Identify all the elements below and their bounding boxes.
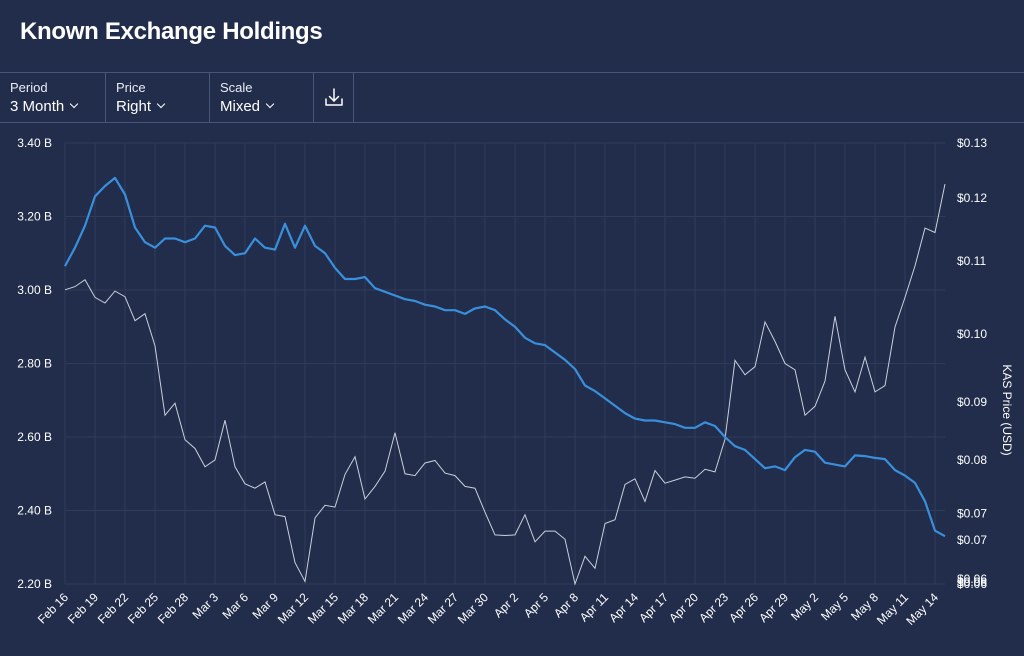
y-right-tick-label: $0.06 — [957, 577, 987, 591]
y-right-tick-label: $0.11 — [957, 254, 986, 268]
x-tick-label: Feb 25 — [125, 590, 162, 627]
y-left-tick-label: 3.00 B — [17, 283, 52, 297]
chevron-down-icon — [156, 99, 166, 109]
x-tick-label: Mar 6 — [220, 590, 252, 622]
x-tick-label: May 14 — [903, 590, 941, 628]
x-tick-label: Apr 23 — [696, 590, 731, 625]
x-tick-label: Apr 26 — [726, 590, 761, 625]
y-axis-left-labels: 2.20 B 2.40 B 2.60 B 2.80 B 3.00 B 3.20 B 3.40… — [17, 136, 52, 591]
period-value: 3 Month — [10, 98, 79, 115]
price-label: Price — [116, 80, 146, 95]
y-axis-right-title: KAS Price (USD) — [1000, 364, 1014, 455]
y-left-tick-label: 2.40 B — [17, 504, 52, 518]
y-left-tick-label: 2.20 B — [17, 577, 52, 591]
header: Known Exchange Holdings — [0, 0, 1024, 73]
y-right-tick-label: $0.08 — [957, 453, 987, 467]
x-tick-label: Mar 30 — [455, 590, 492, 627]
chevron-down-icon — [265, 99, 275, 109]
y-right-tick-label: $0.10 — [957, 327, 987, 341]
scale-value: Mixed — [220, 98, 275, 115]
scale-label: Scale — [220, 80, 253, 95]
y-right-tick-label: $0.07 — [957, 533, 987, 547]
toolbar: Period 3 Month Price Right Scale Mixed — [0, 72, 1024, 123]
holdings-series-line — [64, 176, 946, 538]
price-value: Right — [116, 98, 166, 115]
x-tick-label: Apr 17 — [636, 590, 671, 625]
x-tick-label: Feb 22 — [95, 590, 132, 627]
price-dropdown[interactable]: Price Right — [106, 72, 210, 122]
x-tick-label: Feb 19 — [65, 590, 102, 627]
y-right-tick-label: $0.12 — [957, 191, 987, 205]
period-label: Period — [10, 80, 48, 95]
x-tick-label: Mar 12 — [275, 590, 312, 627]
x-tick-label: Feb 28 — [155, 590, 192, 627]
chevron-down-icon — [69, 99, 79, 109]
y-left-tick-label: 3.40 B — [17, 136, 52, 150]
x-tick-label: Apr 5 — [521, 590, 551, 620]
y-right-tick-label: $0.07 — [957, 506, 987, 520]
x-tick-label: Apr 2 — [491, 590, 521, 620]
price-series-line — [64, 183, 946, 586]
x-tick-label: Feb 16 — [35, 590, 72, 627]
y-left-tick-label: 2.60 B — [17, 430, 52, 444]
x-tick-label: Mar 3 — [190, 590, 222, 622]
x-tick-label: Apr 11 — [577, 590, 612, 625]
period-value-text: 3 Month — [10, 98, 65, 115]
x-tick-label: May 2 — [788, 590, 821, 623]
y-left-tick-label: 3.20 B — [17, 210, 52, 224]
x-tick-label: Mar 15 — [305, 590, 342, 627]
x-tick-label: Mar 24 — [395, 590, 432, 627]
y-axis-right-labels: $0.06$0.06$0.06$0.07$0.07$0.08$0.09$0.10… — [957, 136, 987, 591]
download-button[interactable] — [314, 72, 354, 122]
x-tick-label: Apr 20 — [666, 590, 701, 625]
y-right-tick-label: $0.06 — [957, 572, 987, 586]
x-tick-label: Apr 29 — [756, 590, 791, 625]
x-tick-label: Apr 14 — [606, 590, 641, 625]
scale-dropdown[interactable]: Scale Mixed — [210, 72, 314, 122]
period-dropdown[interactable]: Period 3 Month — [0, 72, 106, 122]
x-tick-label: Mar 27 — [425, 590, 462, 627]
y-right-tick-label: $0.06 — [957, 575, 987, 589]
page-title: Known Exchange Holdings — [20, 18, 323, 45]
download-icon — [325, 88, 343, 106]
scale-value-text: Mixed — [220, 98, 261, 115]
chart-grid — [64, 142, 945, 585]
holdings-chart: 2.20 B 2.40 B 2.60 B 2.80 B 3.00 B 3.20 B 3.40… — [17, 136, 1014, 628]
y-left-tick-label: 2.80 B — [17, 357, 52, 371]
x-tick-label: May 5 — [818, 590, 851, 623]
x-tick-label: Mar 21 — [365, 590, 402, 627]
x-tick-label: Mar 18 — [335, 590, 372, 627]
y-right-tick-label: $0.09 — [957, 395, 987, 409]
price-value-text: Right — [116, 98, 152, 115]
y-right-tick-label: $0.13 — [957, 136, 987, 150]
